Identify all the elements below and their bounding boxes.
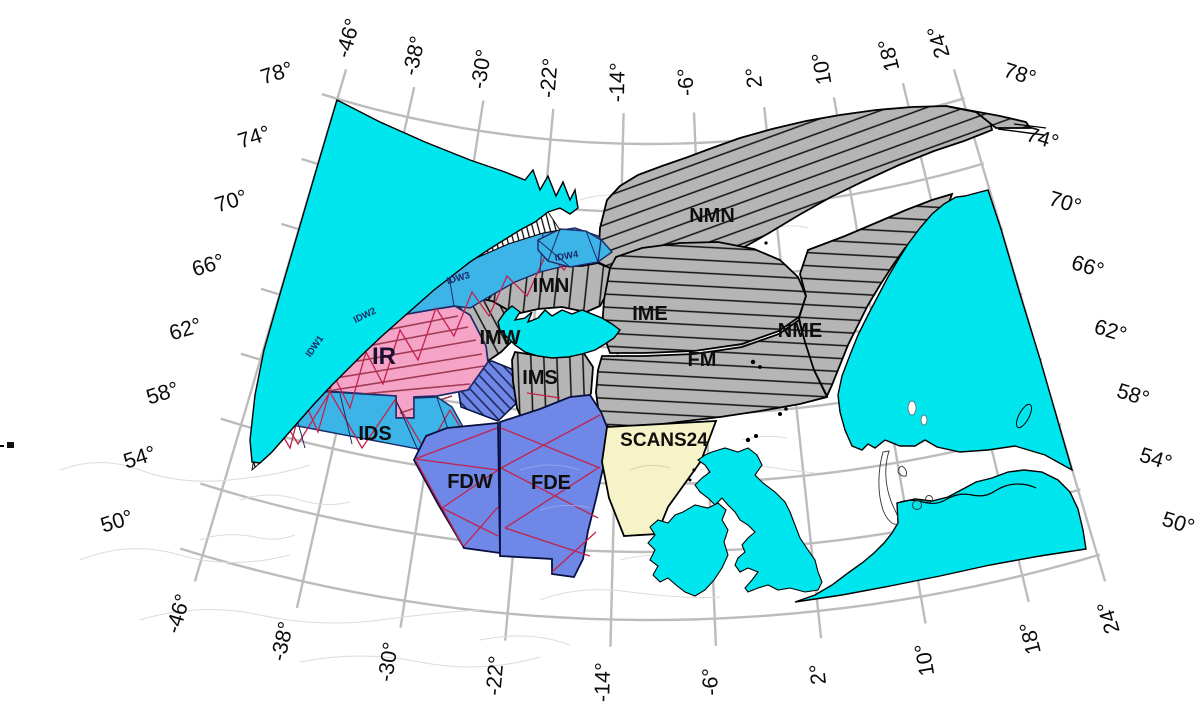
axis-label-bottom--14: -14° xyxy=(590,662,615,702)
block-nmn-arm xyxy=(945,105,1032,129)
label-nmn: NMN xyxy=(689,205,735,227)
edge-artifact xyxy=(0,442,14,448)
axis-label-bottom--38: -38° xyxy=(266,619,298,663)
block-fdw xyxy=(412,422,501,555)
nmn-transect-tail2 xyxy=(1013,123,1047,129)
label-scans24: SCANS24 xyxy=(620,430,708,451)
great-britain-landmass xyxy=(694,447,823,593)
axis-label-top-2: 2° xyxy=(741,66,767,89)
label-ims: IMS xyxy=(522,367,558,389)
axis-label-left-74: 74° xyxy=(235,121,273,153)
orkney-speck2 xyxy=(754,434,758,438)
nmn-transect-tail xyxy=(997,128,1045,136)
axis-label-top-18: 18° xyxy=(873,36,904,73)
axis-label-top-10: 10° xyxy=(807,51,836,87)
continental-europe-landmass xyxy=(794,469,1087,603)
label-nme: NME xyxy=(778,320,822,342)
axis-label-bottom--6: -6° xyxy=(698,667,723,696)
axis-label-right-78: 78° xyxy=(1001,58,1039,90)
label-fdw: FDW xyxy=(447,471,493,493)
jan-mayen-speck xyxy=(764,241,768,245)
axis-label-bottom--30: -30° xyxy=(373,640,403,683)
label-ir: IR xyxy=(372,343,396,370)
fdw-transect-lines xyxy=(414,427,499,547)
fde-transect-lines xyxy=(500,392,601,573)
parallel-50 xyxy=(179,547,1101,622)
label-fde: FDE xyxy=(531,472,571,494)
label-fm: FM xyxy=(688,349,717,371)
landmasses xyxy=(249,98,1087,603)
axis-label-right-74: 74° xyxy=(1023,122,1061,154)
label-ids: IDS xyxy=(358,423,391,445)
hebrides-speck xyxy=(692,468,696,472)
axis-label-right-62: 62° xyxy=(1091,314,1129,346)
label-idw4: IDW4 xyxy=(554,249,580,264)
axis-label-top--38: -38° xyxy=(398,34,430,78)
orkney-speck xyxy=(745,437,751,443)
axis-label-bottom--22: -22° xyxy=(481,655,508,697)
faroe-speck2 xyxy=(758,365,762,369)
iceland-landmass xyxy=(497,305,621,359)
axis-label-bottom-18: 18° xyxy=(1015,620,1046,657)
label-imw: IMW xyxy=(479,327,520,349)
faroe-speck xyxy=(750,359,756,365)
axis-label-right-54: 54° xyxy=(1137,443,1175,475)
axis-label-bottom-2: 2° xyxy=(805,663,831,686)
ireland-landmass xyxy=(647,502,729,597)
axis-label-top--14: -14° xyxy=(605,62,630,102)
axis-label-right-70: 70° xyxy=(1046,186,1084,218)
gotland-outline xyxy=(1015,403,1033,429)
label-ime: IME xyxy=(632,303,668,325)
axis-label-right-58: 58° xyxy=(1114,379,1152,411)
label-imn: IMN xyxy=(533,275,570,297)
axis-label-bottom-24: 24° xyxy=(1092,599,1124,637)
greenland-landmass xyxy=(249,98,579,464)
axis-label-top--6: -6° xyxy=(673,68,698,97)
axis-label-left-62: 62° xyxy=(166,313,204,345)
axis-label-top--46: -46° xyxy=(331,16,365,61)
scandinavia-landmass xyxy=(837,189,1074,472)
axis-label-top--22: -22° xyxy=(535,57,562,99)
shetland-speck xyxy=(778,412,782,416)
axis-label-right-50: 50° xyxy=(1159,507,1197,539)
axis-label-top-24: 24° xyxy=(922,23,954,61)
lake-vanern xyxy=(907,400,917,416)
axis-label-bottom--46: -46° xyxy=(161,591,195,636)
axis-label-left-58: 58° xyxy=(143,377,181,409)
axis-label-top--30: -30° xyxy=(466,48,496,91)
shetland-speck2 xyxy=(784,407,788,411)
small-islands xyxy=(688,241,788,482)
axis-label-left-50: 50° xyxy=(98,505,136,537)
block-fde xyxy=(499,392,608,578)
axis-label-left-66: 66° xyxy=(189,249,227,281)
german-coastline xyxy=(896,483,1037,505)
axis-label-right-66: 66° xyxy=(1069,250,1107,282)
denmark-outlines xyxy=(878,450,933,525)
axis-label-left-70: 70° xyxy=(212,185,250,217)
axis-label-left-54: 54° xyxy=(121,441,159,473)
lake-vattern xyxy=(920,414,928,426)
hebrides-speck2 xyxy=(688,478,692,482)
axis-label-bottom-10: 10° xyxy=(910,642,939,678)
axis-label-left-78: 78° xyxy=(258,57,296,89)
